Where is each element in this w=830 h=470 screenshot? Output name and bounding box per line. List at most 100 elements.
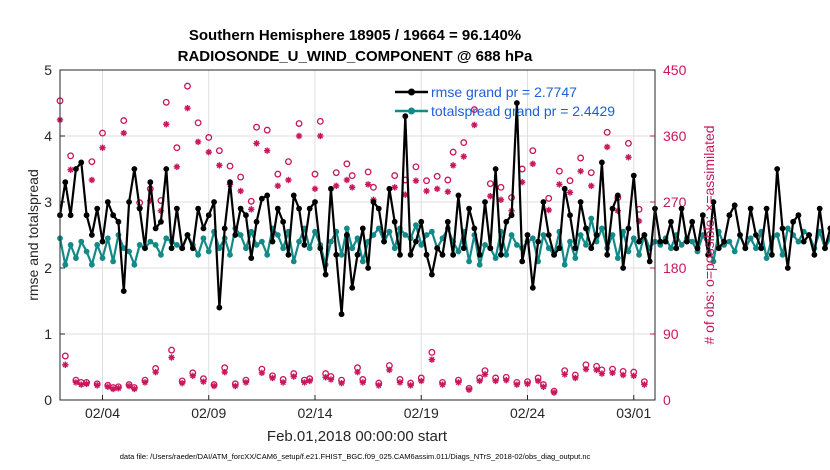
- rmse-point: [312, 199, 318, 205]
- rmse-point: [253, 218, 260, 225]
- rmse-point: [370, 199, 377, 205]
- footer-datafile: data file: /Users/raeder/DAI/ATM_forcXX/…: [120, 452, 591, 461]
- rmse-point: [354, 251, 361, 258]
- obs-assimilated-marker: [67, 166, 74, 173]
- rmse-point: [147, 179, 154, 186]
- spread-point: [62, 261, 69, 268]
- spread-point: [678, 242, 685, 248]
- rmse-point: [338, 311, 345, 318]
- rmse-point: [476, 251, 483, 258]
- obs-assimilated-marker: [561, 371, 568, 378]
- y-right-tick-label: 0: [663, 392, 671, 408]
- obs-assimilated-marker: [582, 366, 590, 373]
- obs-assimilated-marker: [311, 185, 319, 192]
- spread-point: [147, 238, 154, 245]
- rmse-point: [428, 271, 435, 278]
- obs-assimilated-marker: [168, 354, 175, 361]
- spread-point: [99, 255, 106, 261]
- rmse-point: [258, 195, 265, 202]
- rmse-point: [795, 212, 802, 219]
- spread-point: [428, 228, 435, 235]
- spread-point: [163, 235, 170, 242]
- rmse-point: [588, 245, 595, 252]
- obs-assimilated-marker: [503, 377, 510, 384]
- spread-point: [598, 225, 605, 232]
- obs-possible-marker: [428, 348, 436, 356]
- rmse-point: [460, 245, 467, 252]
- spread-point: [338, 251, 345, 258]
- obs-possible-marker: [423, 177, 431, 185]
- obs-possible-marker: [168, 346, 176, 354]
- rmse-point: [195, 205, 202, 212]
- obs-assimilated-marker: [88, 176, 96, 184]
- obs-assimilated-marker: [194, 138, 202, 146]
- obs-assimilated-marker: [524, 380, 531, 388]
- chart-title-line2: RADIOSONDE_U_WIND_COMPONENT @ 688 hPa: [178, 48, 533, 65]
- obs-possible-marker: [460, 139, 468, 147]
- obs-possible-marker: [412, 163, 420, 171]
- spread-point: [710, 258, 717, 265]
- obs-assimilated-marker: [609, 369, 616, 377]
- rmse-point: [705, 251, 712, 258]
- y-right-tick-label: 450: [663, 62, 687, 78]
- obs-possible-marker: [555, 167, 563, 175]
- rmse-point: [466, 205, 472, 212]
- rmse-point: [524, 232, 531, 238]
- rmse-point: [790, 218, 797, 225]
- obs-assimilated-marker: [593, 366, 600, 374]
- rmse-point: [221, 225, 228, 232]
- obs-possible-marker: [226, 162, 234, 170]
- rmse-point: [673, 245, 680, 252]
- spread-point: [195, 251, 202, 258]
- rmse-point: [678, 205, 685, 212]
- rmse-point: [683, 238, 690, 245]
- rmse-point: [67, 212, 74, 219]
- rmse-point: [540, 199, 547, 205]
- rmse-point: [83, 212, 90, 219]
- obs-assimilated-marker: [72, 379, 80, 386]
- spread-point: [731, 248, 738, 255]
- spread-point: [418, 242, 425, 248]
- y-right-tick-label: 90: [663, 326, 679, 342]
- chart-title-line1: Southern Hemisphere 18905 / 19664 = 96.1…: [189, 27, 521, 44]
- obs-assimilated-marker: [173, 163, 181, 170]
- obs-assimilated-marker: [471, 121, 478, 129]
- legend-rmse-label: rmse grand pr = 2.7747: [431, 84, 577, 100]
- obs-assimilated-marker: [439, 381, 446, 388]
- rmse-point: [78, 159, 85, 166]
- y-left-tick-label: 0: [44, 392, 52, 408]
- spread-point: [290, 258, 297, 265]
- obs-assimilated-marker: [109, 385, 117, 393]
- obs-possible-marker: [348, 172, 356, 180]
- rmse-point: [173, 205, 180, 212]
- rmse-point: [806, 232, 812, 238]
- obs-possible-marker: [184, 82, 191, 90]
- obs-assimilated-marker: [338, 379, 345, 387]
- spread-point: [630, 235, 637, 242]
- rmse-point: [630, 172, 637, 179]
- obs-assimilated-marker: [619, 371, 627, 379]
- obs-assimilated-marker: [210, 382, 218, 390]
- rmse-point: [747, 205, 754, 212]
- spread-point: [110, 258, 117, 265]
- obs-possible-marker: [205, 134, 213, 141]
- spread-point: [784, 225, 791, 232]
- rmse-point: [301, 242, 308, 248]
- rmse-point: [822, 245, 828, 252]
- obs-assimilated-marker: [375, 382, 382, 389]
- legend-spread-label: totalspread grand pr = 2.4429: [431, 103, 615, 119]
- spread-point: [386, 228, 393, 235]
- obs-assimilated-marker: [545, 206, 552, 214]
- spread-point: [375, 225, 382, 232]
- y-left-tick-label: 1: [44, 326, 52, 342]
- obs-assimilated-marker: [513, 381, 521, 388]
- rmse-point: [285, 251, 292, 258]
- obs-assimilated-marker: [577, 168, 584, 175]
- obs-assimilated-marker: [460, 153, 467, 160]
- rmse-point: [205, 212, 212, 219]
- rmse-point: [296, 205, 302, 212]
- y-left-label: rmse and totalspread: [25, 169, 41, 301]
- rmse-point: [317, 245, 324, 252]
- obs-assimilated-marker: [178, 379, 186, 387]
- obs-assimilated-marker: [295, 132, 303, 140]
